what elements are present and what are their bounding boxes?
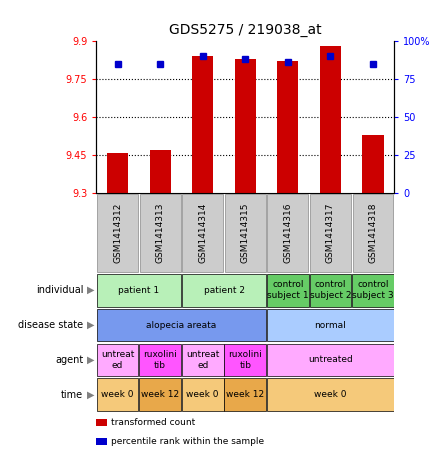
Text: untreat
ed: untreat ed bbox=[186, 350, 219, 370]
FancyBboxPatch shape bbox=[267, 343, 394, 376]
Bar bbox=[96, 419, 107, 426]
Text: GSM1414317: GSM1414317 bbox=[326, 203, 335, 263]
FancyBboxPatch shape bbox=[139, 343, 181, 376]
FancyBboxPatch shape bbox=[140, 194, 180, 272]
Text: GSM1414314: GSM1414314 bbox=[198, 203, 207, 263]
Text: transformed count: transformed count bbox=[111, 418, 195, 427]
Text: normal: normal bbox=[314, 321, 346, 329]
FancyBboxPatch shape bbox=[267, 378, 394, 411]
FancyBboxPatch shape bbox=[182, 194, 223, 272]
Text: week 0: week 0 bbox=[314, 390, 346, 399]
FancyBboxPatch shape bbox=[182, 274, 266, 307]
Text: untreated: untreated bbox=[308, 356, 353, 364]
Title: GDS5275 / 219038_at: GDS5275 / 219038_at bbox=[169, 23, 321, 37]
Text: ▶: ▶ bbox=[87, 320, 94, 330]
FancyBboxPatch shape bbox=[268, 194, 308, 272]
FancyBboxPatch shape bbox=[139, 378, 181, 411]
Text: GSM1414313: GSM1414313 bbox=[155, 203, 165, 263]
FancyBboxPatch shape bbox=[97, 378, 138, 411]
FancyBboxPatch shape bbox=[97, 274, 181, 307]
Bar bbox=[277, 61, 298, 193]
Text: control
subject 2: control subject 2 bbox=[310, 280, 351, 300]
Text: GSM1414316: GSM1414316 bbox=[283, 203, 292, 263]
FancyBboxPatch shape bbox=[97, 343, 138, 376]
Text: ruxolini
tib: ruxolini tib bbox=[143, 350, 177, 370]
Text: patient 1: patient 1 bbox=[118, 286, 159, 294]
Text: GSM1414312: GSM1414312 bbox=[113, 203, 122, 263]
FancyBboxPatch shape bbox=[310, 274, 351, 307]
Text: week 0: week 0 bbox=[101, 390, 134, 399]
Text: control
subject 3: control subject 3 bbox=[352, 280, 394, 300]
Text: disease state: disease state bbox=[18, 320, 83, 330]
FancyBboxPatch shape bbox=[224, 343, 266, 376]
Text: patient 2: patient 2 bbox=[204, 286, 244, 294]
Text: week 12: week 12 bbox=[141, 390, 179, 399]
Text: agent: agent bbox=[55, 355, 83, 365]
FancyBboxPatch shape bbox=[353, 194, 393, 272]
Text: GSM1414315: GSM1414315 bbox=[241, 203, 250, 263]
FancyBboxPatch shape bbox=[224, 378, 266, 411]
Text: time: time bbox=[61, 390, 83, 400]
Text: alopecia areata: alopecia areata bbox=[146, 321, 216, 329]
Text: week 0: week 0 bbox=[187, 390, 219, 399]
Text: GSM1414318: GSM1414318 bbox=[368, 203, 378, 263]
Text: individual: individual bbox=[36, 285, 83, 295]
FancyBboxPatch shape bbox=[97, 194, 138, 272]
FancyBboxPatch shape bbox=[267, 308, 394, 342]
Bar bbox=[107, 153, 128, 193]
Bar bbox=[149, 150, 171, 193]
Bar bbox=[235, 58, 256, 193]
FancyBboxPatch shape bbox=[267, 274, 309, 307]
FancyBboxPatch shape bbox=[225, 194, 266, 272]
Text: ▶: ▶ bbox=[87, 355, 94, 365]
Text: control
subject 1: control subject 1 bbox=[267, 280, 309, 300]
Bar bbox=[362, 135, 384, 193]
FancyBboxPatch shape bbox=[352, 274, 394, 307]
Bar bbox=[96, 438, 107, 445]
Text: ▶: ▶ bbox=[87, 390, 94, 400]
Bar bbox=[192, 56, 213, 193]
FancyBboxPatch shape bbox=[310, 194, 351, 272]
FancyBboxPatch shape bbox=[182, 343, 223, 376]
Text: ▶: ▶ bbox=[87, 285, 94, 295]
Text: week 12: week 12 bbox=[226, 390, 265, 399]
Text: percentile rank within the sample: percentile rank within the sample bbox=[111, 437, 265, 446]
FancyBboxPatch shape bbox=[97, 308, 266, 342]
Text: ruxolini
tib: ruxolini tib bbox=[228, 350, 262, 370]
FancyBboxPatch shape bbox=[182, 378, 223, 411]
Bar bbox=[320, 46, 341, 193]
Text: untreat
ed: untreat ed bbox=[101, 350, 134, 370]
